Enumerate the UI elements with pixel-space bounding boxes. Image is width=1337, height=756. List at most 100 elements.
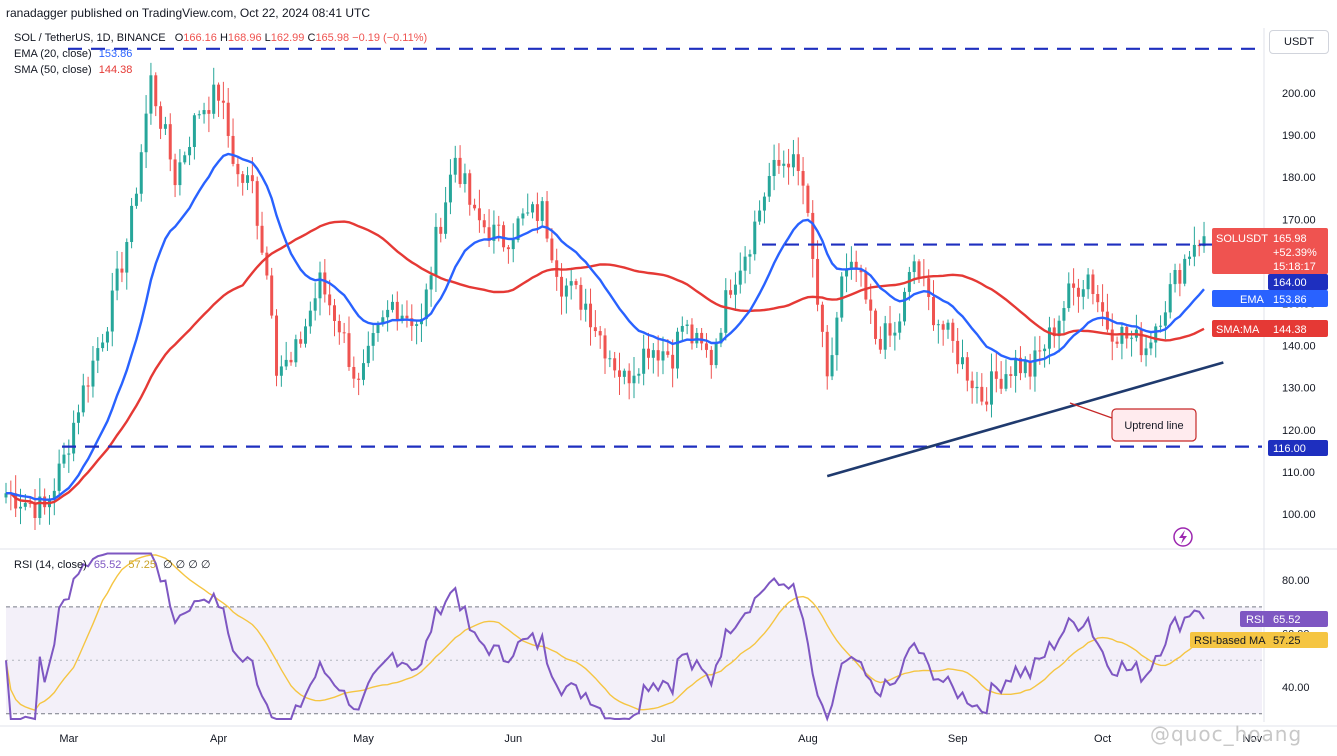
- candle-body: [76, 412, 80, 423]
- candle-body: [28, 503, 32, 505]
- candle-body: [704, 343, 708, 350]
- candle-body: [584, 303, 588, 310]
- candle-body: [579, 284, 583, 310]
- solusdt-tag-name: SOLUSDT: [1216, 233, 1268, 245]
- price-tick-label: 130.00: [1282, 383, 1316, 395]
- rsi-band-fill: [6, 606, 1262, 714]
- candle-body: [202, 110, 206, 115]
- price-tick-label: 110.00: [1282, 467, 1315, 479]
- time-tick-label: Jul: [651, 733, 665, 745]
- candle-body: [217, 84, 221, 101]
- price-tick-label: 170.00: [1282, 214, 1316, 226]
- candle-body: [956, 340, 960, 365]
- candle-body: [811, 212, 815, 259]
- time-tick-label: Aug: [798, 733, 818, 745]
- rsi-tick-label: 40.00: [1282, 682, 1310, 694]
- candle-body: [4, 493, 8, 498]
- rsi-tag-value: 65.52: [1273, 614, 1301, 626]
- candle-body: [250, 175, 254, 182]
- candle-body: [661, 351, 665, 361]
- candle-body: [994, 371, 998, 379]
- candle-body: [806, 185, 810, 213]
- currency-button[interactable]: USDT: [1269, 30, 1329, 54]
- candle-body: [646, 348, 650, 358]
- candle-body: [985, 401, 989, 405]
- uptrend-callout-label: Uptrend line: [1124, 420, 1183, 432]
- legend-ema-row: EMA (20, close) 153.86: [14, 48, 132, 60]
- candle-body: [361, 363, 365, 380]
- candle-body: [888, 323, 892, 336]
- candle-body: [390, 301, 394, 310]
- level-116-tag: 116.00: [1273, 443, 1306, 455]
- candle-body: [1130, 337, 1134, 339]
- candle-body: [1009, 374, 1013, 376]
- candle-body: [574, 281, 578, 285]
- candle-body: [685, 324, 689, 326]
- rsi-tick-label: 80.00: [1282, 575, 1310, 587]
- candle-body: [463, 173, 467, 185]
- price-tick-label: 120.00: [1282, 425, 1316, 437]
- candle-body: [733, 284, 737, 295]
- candle-body: [323, 272, 327, 295]
- candle-body: [487, 227, 491, 241]
- level-116-tag-bg: [1268, 440, 1328, 456]
- candle-body: [864, 272, 868, 300]
- ema-tag-bg: [1212, 290, 1328, 307]
- candle-body: [738, 270, 742, 285]
- candle-body: [531, 204, 535, 213]
- candle-body: [1072, 283, 1076, 288]
- candle-body: [38, 496, 42, 518]
- candle-body: [680, 325, 684, 332]
- ema-label: EMA (20, close): [14, 48, 92, 60]
- candle-body: [439, 226, 443, 234]
- candle-body: [405, 315, 409, 319]
- candle-body: [777, 159, 781, 166]
- candle-body: [796, 154, 800, 172]
- candle-body: [1067, 283, 1071, 309]
- candle-body: [758, 210, 762, 222]
- candle-body: [424, 289, 428, 320]
- candle-body: [352, 366, 356, 379]
- candle-body: [932, 296, 936, 326]
- candle-body: [120, 268, 124, 273]
- candle-body: [342, 332, 346, 334]
- candle-body: [618, 370, 622, 377]
- candle-body: [1014, 357, 1018, 376]
- uptrend-callout-pointer: [1069, 402, 1113, 419]
- change-value: −0.19 (−0.11%): [352, 32, 428, 44]
- rsi-line: [5, 552, 1205, 722]
- candle-body: [72, 422, 76, 454]
- candle-body: [946, 322, 950, 330]
- candle-body: [328, 294, 332, 306]
- candle-body: [188, 146, 192, 156]
- candle-body: [67, 453, 71, 455]
- candle-body: [540, 201, 544, 221]
- candle-body: [183, 155, 187, 163]
- candle-body: [318, 272, 322, 299]
- candle-body: [917, 261, 921, 278]
- candle-body: [975, 386, 979, 389]
- rsi-tag-name: RSI: [1246, 614, 1264, 626]
- candle-body: [666, 351, 670, 355]
- candle-body: [221, 100, 225, 103]
- bolt-icon[interactable]: [1173, 527, 1193, 547]
- candle-body: [965, 357, 969, 381]
- sma-line: [6, 220, 1205, 505]
- candle-body: [86, 385, 90, 387]
- price-tick-label: 200.00: [1282, 88, 1316, 100]
- candle-body: [787, 163, 791, 168]
- candle-body: [1043, 348, 1047, 352]
- candle-body: [1110, 329, 1114, 342]
- ohlc-values: O166.16 H168.96 L162.99 C165.98 −0.19 (−…: [174, 32, 428, 44]
- candle-body: [265, 252, 269, 276]
- candle-body: [506, 247, 510, 250]
- candle-body: [869, 299, 873, 311]
- candle-body: [603, 335, 607, 359]
- symbol-label: SOL / TetherUS, 1D, BINANCE: [14, 32, 166, 44]
- candle-body: [1091, 274, 1095, 295]
- price-tick-label: 140.00: [1282, 341, 1316, 353]
- candle-body: [1052, 327, 1056, 337]
- candle-body: [246, 175, 250, 183]
- candle-body: [989, 371, 993, 405]
